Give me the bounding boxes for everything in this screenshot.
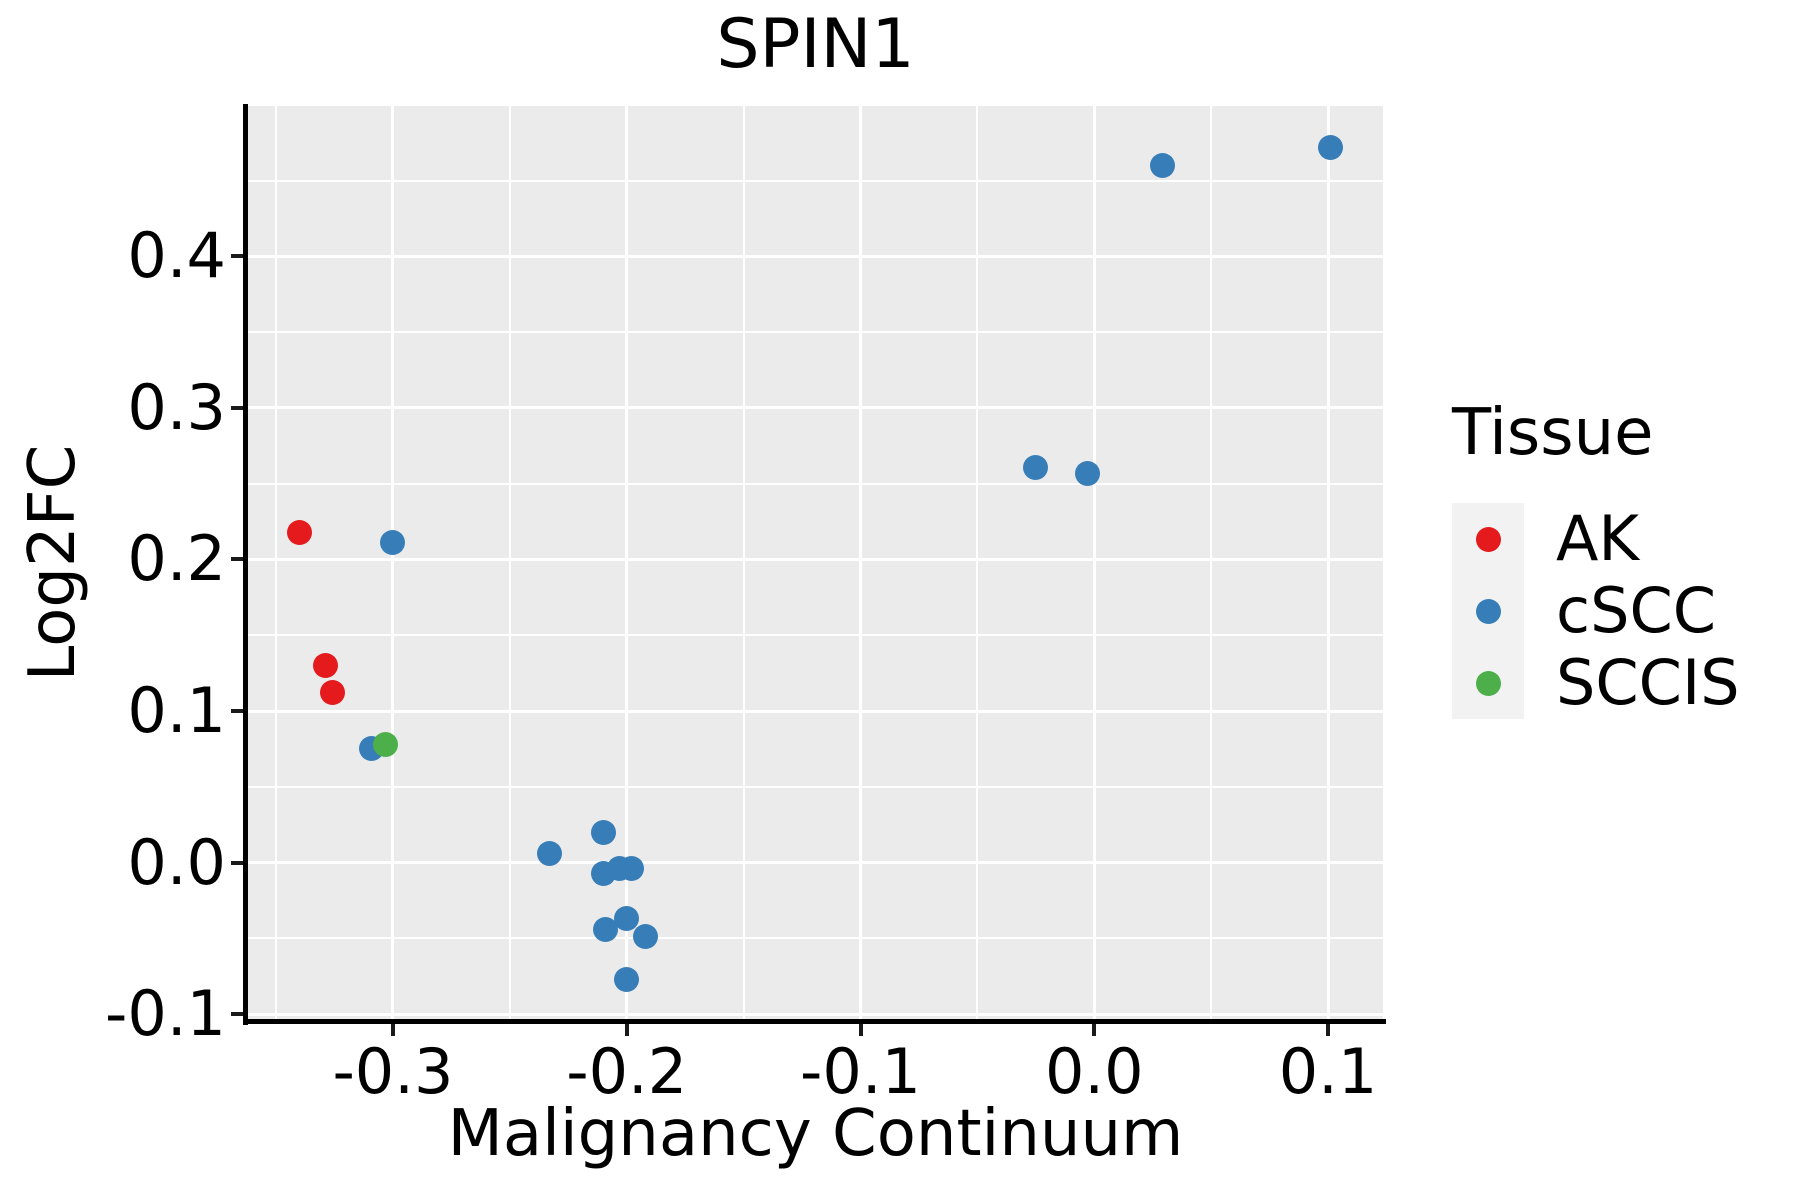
legend-key: [1452, 647, 1524, 719]
data-point-cSCC: [1317, 134, 1343, 160]
x-axis-label: Malignancy Continuum: [447, 1097, 1184, 1171]
x-tick-label: -0.1: [800, 1035, 921, 1108]
data-point-AK: [312, 653, 338, 679]
y-tick: [231, 709, 243, 713]
gridline-y-minor: [248, 331, 1383, 334]
y-axis-line: [243, 104, 248, 1025]
y-tick-label: -0.1: [105, 977, 226, 1051]
legend-dot-icon: [1476, 671, 1501, 696]
y-tick: [231, 860, 243, 865]
x-axis-line: [243, 1019, 1386, 1024]
gridline-y-minor: [248, 937, 1383, 940]
y-tick-label: 0.1: [127, 674, 226, 747]
gridline-y-major: [248, 709, 1383, 713]
legend-item-label: AK: [1556, 502, 1640, 575]
data-point-cSCC: [1074, 460, 1100, 486]
x-tick-label: 0.1: [1278, 1035, 1378, 1108]
x-tick-label: -0.2: [566, 1035, 688, 1108]
legend-key: [1452, 503, 1524, 575]
plot-panel: [248, 106, 1383, 1021]
y-tick-label: 0.0: [127, 825, 226, 899]
data-point-cSCC: [1023, 454, 1049, 480]
gridline-x-minor: [508, 106, 511, 1021]
data-point-AK: [286, 519, 312, 545]
gridline-x-major: [391, 106, 395, 1021]
data-point-cSCC: [380, 530, 406, 556]
x-tick: [390, 1024, 395, 1036]
y-tick-label: 0.2: [127, 522, 226, 596]
gridline-y-major: [248, 557, 1383, 561]
gridline-y-minor: [248, 179, 1383, 182]
data-point-cSCC: [614, 966, 640, 992]
plot-title: SPIN1: [716, 5, 915, 84]
y-axis-label: Log2FC: [16, 444, 90, 682]
y-tick: [231, 405, 243, 410]
x-tick: [1092, 1024, 1097, 1036]
data-point-cSCC: [537, 840, 563, 866]
y-tick: [231, 254, 243, 259]
data-point-cSCC: [618, 856, 644, 882]
y-tick: [231, 557, 243, 562]
data-point-cSCC: [1149, 153, 1175, 179]
gridline-y-major: [248, 406, 1383, 410]
y-tick-label: 0.3: [127, 370, 226, 444]
gridline-y-major: [248, 254, 1383, 258]
y-tick-label: 0.4: [127, 219, 226, 293]
x-tick: [1326, 1024, 1331, 1036]
y-tick: [231, 1012, 243, 1017]
gridline-y-minor: [248, 785, 1383, 788]
data-point-cSCC: [632, 924, 658, 950]
gridline-x-minor: [742, 106, 745, 1021]
gridline-y-minor: [248, 482, 1383, 485]
x-tick-label: -0.3: [332, 1035, 454, 1108]
data-point-cSCC: [590, 819, 616, 845]
gridline-x-minor: [976, 106, 979, 1021]
x-tick-label: 0.0: [1044, 1035, 1144, 1108]
x-tick: [624, 1024, 629, 1036]
data-point-SCCIS: [373, 731, 399, 757]
legend-title: Tissue: [1452, 396, 1654, 470]
gridline-x-minor: [275, 106, 278, 1021]
gridline-x-major: [1092, 106, 1096, 1021]
gridline-y-major: [248, 1012, 1383, 1016]
gridline-y-major: [248, 861, 1383, 864]
legend-item-label: SCCIS: [1556, 646, 1740, 719]
legend-dot-icon: [1476, 599, 1501, 624]
data-point-cSCC: [593, 916, 619, 942]
gridline-y-minor: [248, 634, 1383, 637]
gridline-x-major: [1326, 106, 1330, 1021]
legend-dot-icon: [1476, 527, 1501, 552]
legend-key: [1452, 575, 1524, 647]
data-point-cSCC: [614, 906, 640, 932]
gridline-x-minor: [1210, 106, 1213, 1021]
legend-item-label: cSCC: [1556, 574, 1717, 647]
gridline-x-major: [859, 106, 862, 1021]
gridline-x-major: [625, 106, 629, 1021]
data-point-AK: [319, 680, 345, 706]
x-tick: [858, 1024, 863, 1036]
